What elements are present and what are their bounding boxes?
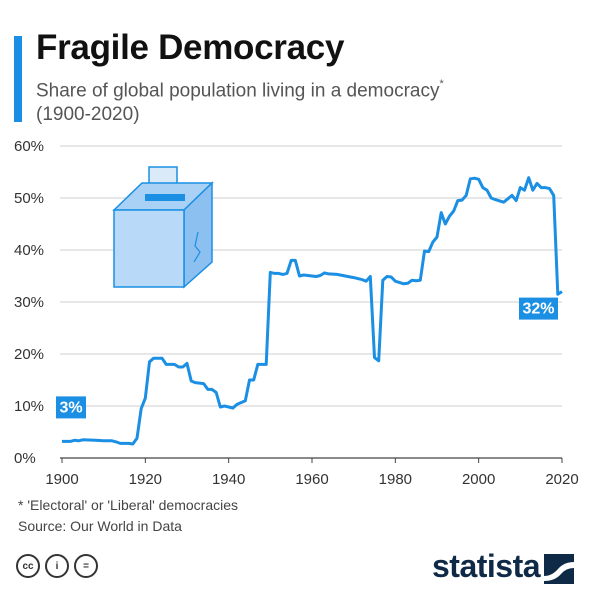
y-tick-label: 60% — [14, 138, 44, 155]
statista-mark-icon — [544, 553, 575, 584]
data-labels: 3% 32% — [56, 297, 558, 419]
x-tick-label: 1900 — [45, 471, 78, 488]
accent-bar — [14, 36, 22, 122]
x-tick-label: 1920 — [129, 471, 162, 488]
y-tick-label: 30% — [14, 294, 44, 311]
y-tick-label: 50% — [14, 190, 44, 207]
x-tick-label: 1940 — [212, 471, 245, 488]
by-icon[interactable]: i — [45, 554, 69, 578]
data-label-text: 3% — [59, 399, 82, 416]
brand-wordmark: statista — [432, 548, 541, 584]
x-tick-label: 1980 — [379, 471, 412, 488]
subtitle-range: (1900-2020) — [36, 104, 140, 126]
data-label: 3% — [56, 396, 86, 419]
source-note: Source: Our World in Data — [18, 518, 182, 534]
y-tick-label: 20% — [14, 346, 44, 363]
data-label-text: 32% — [522, 301, 554, 318]
chart-title: Fragile Democracy — [36, 28, 345, 67]
y-tick-label: 40% — [14, 242, 44, 259]
y-tick-label: 0% — [14, 450, 36, 467]
nd-icon[interactable]: = — [74, 554, 98, 578]
axis-labels: 0% 10% 20% 30% 40% 50% 60% 1900 1920 1940 1960 1980… — [14, 138, 579, 488]
x-tick-label: 1960 — [295, 471, 328, 488]
x-tick-label: 2000 — [462, 471, 495, 488]
subtitle-text: Share of global population living in a d… — [36, 80, 440, 102]
footnote: * 'Electoral' or 'Liberal' democracies — [18, 497, 239, 513]
data-label-box — [519, 297, 558, 320]
subtitle-footnote-mark: * — [439, 78, 444, 90]
series-line — [62, 176, 563, 446]
y-tick-label: 10% — [14, 398, 44, 415]
chart-subtitle: Share of global population living in a d… — [36, 74, 556, 127]
data-label: 32% — [519, 297, 558, 320]
cc-icon[interactable]: cc — [16, 554, 40, 578]
data-label-box — [56, 396, 86, 419]
statista-logo[interactable]: statista — [432, 548, 575, 585]
x-tick-label: 2020 — [545, 471, 578, 488]
ballot-box-icon — [112, 166, 214, 289]
license-icons: cc i = — [16, 554, 98, 578]
